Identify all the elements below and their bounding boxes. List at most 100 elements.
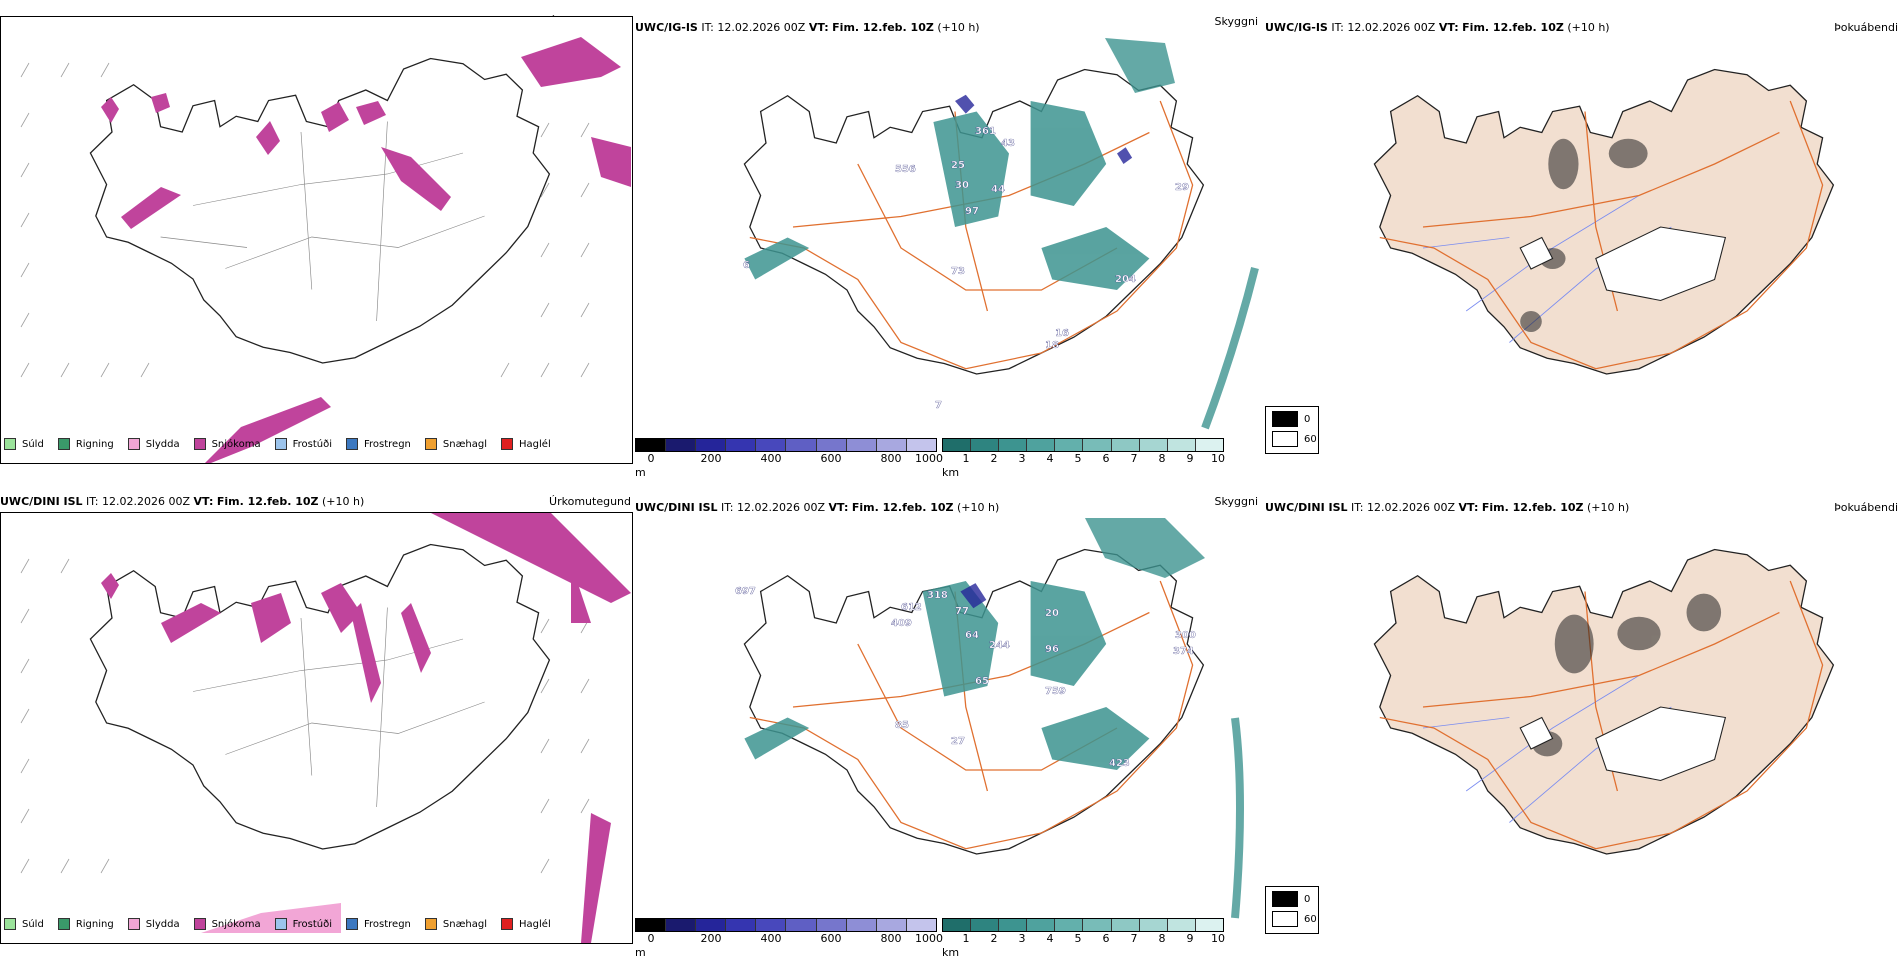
tick-label: 200 xyxy=(700,932,722,945)
map-label: 30 xyxy=(955,180,969,191)
visibility-panel-top: UWC/IG-IS IT: 12.02.2026 00Z VT: Fim. 12… xyxy=(635,14,1265,479)
panel-header: UWC/IG-IS IT: 12.02.2026 00Z VT: Fim. 12… xyxy=(635,21,980,34)
panel-header: UWC/DINI ISL IT: 12.02.2026 00Z VT: Fim.… xyxy=(635,501,1000,514)
panel-title-row: Skyggni xyxy=(635,14,1260,30)
legend-item: 60 xyxy=(1272,911,1317,927)
map-label: 204 xyxy=(1115,274,1136,285)
panel-title: Þokuábendi xyxy=(1834,501,1898,514)
map-label: 85 xyxy=(895,720,909,731)
tick-label: 2 xyxy=(990,452,998,465)
legend-item: Haglél xyxy=(501,438,551,450)
elevation-colorbar: m 0 200 400 600 800 1000 xyxy=(635,918,943,959)
map-label: 16 xyxy=(1055,328,1069,339)
elevation-unit: m xyxy=(635,946,646,959)
tick-label: 1 xyxy=(962,452,970,465)
legend-item: Rigning xyxy=(57,918,114,930)
visibility-colorbar: km 1 2 3 4 5 6 7 8 9 10 xyxy=(942,438,1225,479)
map-label: 612 xyxy=(901,602,922,613)
map-label: 244 xyxy=(989,640,1010,651)
panel-title: Skyggni xyxy=(1214,15,1258,28)
legend-item: Haglél xyxy=(501,918,551,930)
fog-panel-top: UWC/IG-IS IT: 12.02.2026 00Z VT: Fim. 12… xyxy=(1265,14,1900,464)
tick-label: 400 xyxy=(760,932,782,945)
visibility-panel-bottom: UWC/DINI ISL IT: 12.02.2026 00Z VT: Fim.… xyxy=(635,494,1265,959)
legend-item: 60 xyxy=(1272,431,1317,447)
elevation-unit: m xyxy=(635,466,646,479)
legend-item: Snjókoma xyxy=(193,438,261,450)
map-label: 18 xyxy=(1045,340,1059,351)
legend-item: Frostúði xyxy=(274,918,332,930)
map-label: 409 xyxy=(891,618,912,629)
fog-legend: 0 60 xyxy=(1265,406,1319,454)
tick-label: 800 xyxy=(880,932,902,945)
map-label: 77 xyxy=(955,606,969,617)
tick-label: 1000 xyxy=(915,932,943,945)
precip-map xyxy=(0,16,633,464)
map-label: 374 xyxy=(1173,646,1194,657)
legend-item: Frostúði xyxy=(274,438,332,450)
legend-item: Snæhagl xyxy=(424,918,487,930)
tick-label: 1 xyxy=(962,932,970,945)
fog-panel-bottom: UWC/DINI ISL IT: 12.02.2026 00Z VT: Fim.… xyxy=(1265,494,1900,944)
map-label: 7 xyxy=(935,400,942,411)
panel-header: UWC/DINI ISL IT: 12.02.2026 00Z VT: Fim.… xyxy=(0,495,631,508)
map-label: 318 xyxy=(927,590,948,601)
map-label: 29 xyxy=(1175,182,1189,193)
legend-item: Frostregn xyxy=(346,438,411,450)
tick-label: 10 xyxy=(1211,932,1225,945)
visibility-colorbar: km 1 2 3 4 5 6 7 8 9 10 xyxy=(942,918,1225,959)
map-label: 697 xyxy=(735,586,756,597)
map-label: 25 xyxy=(951,160,965,171)
map-label: 556 xyxy=(895,164,916,175)
tick-label: 1000 xyxy=(915,452,943,465)
tick-label: 6 xyxy=(1102,932,1110,945)
legend-item: Súld xyxy=(4,918,44,930)
tick-label: 400 xyxy=(760,452,782,465)
map-label: 73 xyxy=(951,266,965,277)
panel-title: Úrkomutegund xyxy=(549,495,631,508)
panel-header: UWC/IG-IS IT: 12.02.2026 00Z VT: Fim. 12… xyxy=(1265,21,1898,34)
precip-panel-bottom: UWC/DINI ISL IT: 12.02.2026 00Z VT: Fim.… xyxy=(0,494,633,944)
legend-item: Súld xyxy=(4,438,44,450)
tick-label: 3 xyxy=(1018,452,1026,465)
tick-label: 3 xyxy=(1018,932,1026,945)
tick-label: 200 xyxy=(700,452,722,465)
legend-item: Snjókoma xyxy=(193,918,261,930)
tick-label: 0 xyxy=(647,452,655,465)
tick-label: 6 xyxy=(1102,452,1110,465)
legend-item: 0 xyxy=(1272,411,1310,427)
fog-legend: 0 60 xyxy=(1265,886,1319,934)
legend-item: 0 xyxy=(1272,891,1310,907)
panel-title: Skyggni xyxy=(1214,495,1258,508)
map-label: 97 xyxy=(965,206,979,217)
panel-title-row: Skyggni xyxy=(635,494,1260,510)
tick-label: 800 xyxy=(880,452,902,465)
tick-label: 600 xyxy=(820,452,842,465)
precip-panel-top: UWC/IG-IS IT: 12.02.2026 00Z VT: Fim. 12… xyxy=(0,14,633,464)
map-label: 64 xyxy=(965,630,979,641)
precip-legend: Súld Rigning Slydda Snjókoma Frostúði Fr… xyxy=(4,438,565,450)
tick-label: 8 xyxy=(1158,452,1166,465)
legend-item: Rigning xyxy=(57,438,114,450)
legend-item: Frostregn xyxy=(346,918,411,930)
tick-label: 4 xyxy=(1046,932,1054,945)
map-label: 43 xyxy=(1001,138,1015,149)
visibility-unit: km xyxy=(942,466,960,479)
map-label: 96 xyxy=(1045,644,1059,655)
panel-title: Þokuábendi xyxy=(1834,21,1898,34)
tick-label: 7 xyxy=(1130,452,1138,465)
legend-item: Snæhagl xyxy=(424,438,487,450)
map-label: 300 xyxy=(1175,630,1196,641)
tick-label: 7 xyxy=(1130,932,1138,945)
tick-label: 10 xyxy=(1211,452,1225,465)
map-label: 44 xyxy=(991,184,1005,195)
tick-label: 9 xyxy=(1186,452,1194,465)
tick-label: 9 xyxy=(1186,932,1194,945)
fog-map xyxy=(1373,548,1835,855)
map-label: 65 xyxy=(975,676,989,687)
elevation-colorbar: m 0 200 400 600 800 1000 xyxy=(635,438,943,479)
map-label: 759 xyxy=(1045,686,1066,697)
map-label: 27 xyxy=(951,736,965,747)
map-label: 6 xyxy=(743,260,750,271)
legend-item: Slydda xyxy=(127,918,180,930)
